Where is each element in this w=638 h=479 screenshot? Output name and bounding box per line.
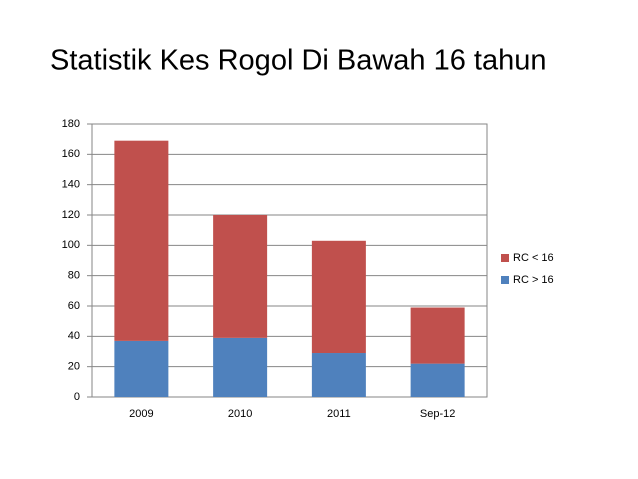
bar-segment xyxy=(213,337,268,397)
x-tick-label: 2011 xyxy=(327,408,351,420)
bar-segment xyxy=(114,340,169,397)
legend-swatch xyxy=(501,276,509,284)
x-tick-label: 2010 xyxy=(228,408,252,420)
y-tick-label: 180 xyxy=(62,118,80,130)
chart-title: Statistik Kes Rogol Di Bawah 16 tahun xyxy=(50,45,547,77)
y-tick-label: 20 xyxy=(68,361,80,373)
x-tick-label: Sep-12 xyxy=(420,408,455,420)
bar-segment xyxy=(311,353,366,397)
y-tick-label: 40 xyxy=(68,330,80,342)
y-tick-label: 120 xyxy=(62,209,80,221)
legend-label: RC > 16 xyxy=(513,274,554,286)
y-tick-label: 100 xyxy=(62,239,80,251)
x-tick-label: 2009 xyxy=(129,408,153,420)
bar-segment xyxy=(213,215,268,338)
legend-label: RC < 16 xyxy=(513,252,554,264)
legend-swatch xyxy=(501,254,509,262)
bar-segment xyxy=(410,307,465,364)
y-tick-label: 60 xyxy=(68,300,80,312)
y-tick-label: 160 xyxy=(62,148,80,160)
bar-segment xyxy=(114,140,169,341)
y-tick-label: 0 xyxy=(74,391,80,403)
y-tick-label: 140 xyxy=(62,179,80,191)
bar-segment xyxy=(311,240,366,354)
y-tick-label: 80 xyxy=(68,270,80,282)
bar-segment xyxy=(410,363,465,397)
